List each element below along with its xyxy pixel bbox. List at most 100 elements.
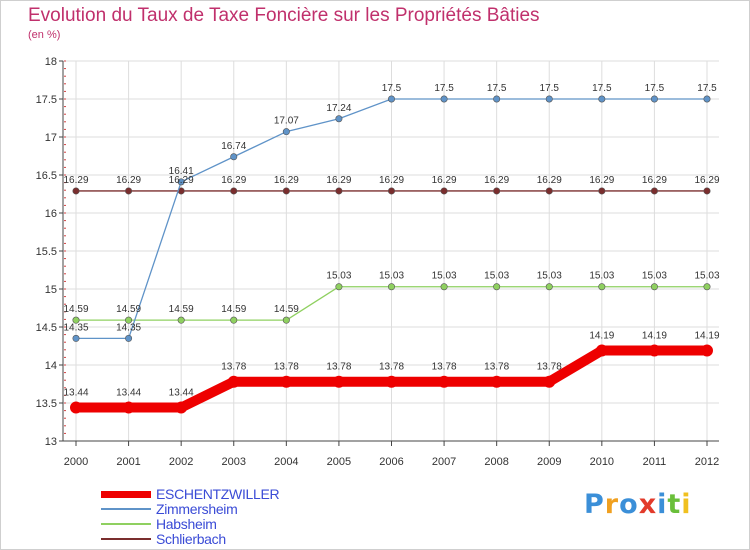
data-label: 13.78 (537, 362, 562, 373)
data-point (490, 375, 503, 388)
data-point (493, 95, 501, 103)
data-point (335, 115, 343, 123)
legend-swatch (101, 508, 151, 510)
data-point (230, 187, 238, 195)
data-label: 17.5 (382, 83, 402, 94)
data-point (387, 95, 395, 103)
data-point (70, 401, 82, 414)
data-label: 16.29 (63, 175, 88, 186)
data-point (703, 95, 711, 103)
x-tick-label: 2005 (327, 456, 351, 468)
legend-swatch (101, 523, 151, 525)
data-point (230, 153, 238, 161)
data-label: 14.19 (642, 331, 667, 342)
y-tick-label: 17 (45, 132, 57, 144)
data-point (387, 187, 395, 195)
data-label: 15.03 (537, 271, 562, 282)
data-point (177, 178, 185, 186)
x-tick-label: 2007 (432, 456, 456, 468)
data-label: 16.29 (326, 175, 351, 186)
data-label: 14.59 (274, 304, 299, 315)
y-tick-label: 14.5 (36, 322, 57, 334)
data-point (125, 316, 133, 324)
x-tick-label: 2006 (379, 456, 403, 468)
data-point (122, 401, 135, 414)
data-label: 17.5 (434, 83, 454, 94)
data-point (493, 187, 501, 195)
data-point (598, 187, 606, 195)
data-label: 15.03 (326, 271, 351, 282)
x-tick-label: 2000 (64, 456, 88, 468)
data-point (703, 283, 711, 291)
y-tick-label: 16 (45, 208, 57, 220)
data-label: 16.29 (379, 175, 404, 186)
data-point (280, 375, 293, 388)
x-tick-label: 2010 (590, 456, 614, 468)
data-label: 17.5 (592, 83, 612, 94)
data-label: 13.78 (379, 362, 404, 373)
legend-label: Zimmersheim (156, 501, 238, 517)
data-point (282, 187, 290, 195)
data-point (282, 316, 290, 324)
y-tick-label: 14 (45, 360, 57, 372)
x-tick-label: 2012 (695, 456, 719, 468)
y-tick-label: 13.5 (36, 398, 57, 410)
y-tick-label: 18 (45, 56, 57, 68)
data-point (595, 344, 608, 357)
data-label: 15.03 (432, 271, 457, 282)
data-label: 14.35 (63, 322, 88, 333)
data-label: 13.78 (221, 362, 246, 373)
legend-swatch (101, 491, 151, 498)
data-point (493, 283, 501, 291)
data-label: 17.5 (487, 83, 507, 94)
data-point (72, 334, 80, 342)
data-point (125, 334, 133, 342)
data-labels: 16.29 16.29 16.29 16.29 16.29 16.29 16.29 16.29… (63, 83, 719, 399)
data-label: 14.19 (694, 331, 719, 342)
data-point (598, 283, 606, 291)
data-label: 15.03 (379, 271, 404, 282)
legend-label: ESCHENTZWILLER (156, 486, 280, 502)
y-tick-label: 16.5 (36, 170, 57, 182)
data-point (545, 95, 553, 103)
data-label: 17.5 (697, 83, 717, 94)
data-point (650, 95, 658, 103)
data-label: 14.59 (169, 304, 194, 315)
data-label: 16.29 (589, 175, 614, 186)
data-label: 13.78 (274, 362, 299, 373)
data-label: 14.59 (63, 304, 88, 315)
data-label: 16.29 (169, 175, 194, 186)
data-label: 13.44 (63, 388, 88, 399)
logo-letter: i (681, 489, 692, 520)
y-tick-label: 15 (45, 284, 57, 296)
data-point (335, 187, 343, 195)
data-label: 16.29 (274, 175, 299, 186)
logo-letter: o (619, 489, 639, 520)
data-point (438, 375, 451, 388)
data-point (72, 316, 80, 324)
data-point (332, 375, 345, 388)
logo-letter: x (638, 489, 658, 520)
data-label: 17.5 (540, 83, 560, 94)
data-point (72, 187, 80, 195)
x-tick-label: 2003 (222, 456, 246, 468)
x-tick-label: 2002 (169, 456, 193, 468)
data-label: 13.78 (484, 362, 509, 373)
logo-letter: r (604, 489, 620, 520)
proxiti-logo: Proxiti (584, 489, 692, 520)
data-label: 15.03 (642, 271, 667, 282)
data-label: 17.24 (326, 103, 351, 114)
data-point (440, 187, 448, 195)
y-tick-label: 17.5 (36, 94, 57, 106)
data-label: 14.35 (116, 322, 141, 333)
x-tick-label: 2004 (274, 456, 298, 468)
data-point (335, 283, 343, 291)
data-label: 14.59 (116, 304, 141, 315)
data-point (440, 283, 448, 291)
legend-label: Schlierbach (156, 531, 226, 547)
data-point (175, 401, 188, 414)
data-label: 16.74 (221, 141, 246, 152)
x-tick-label: 2011 (643, 456, 667, 468)
data-label: 15.03 (589, 271, 614, 282)
